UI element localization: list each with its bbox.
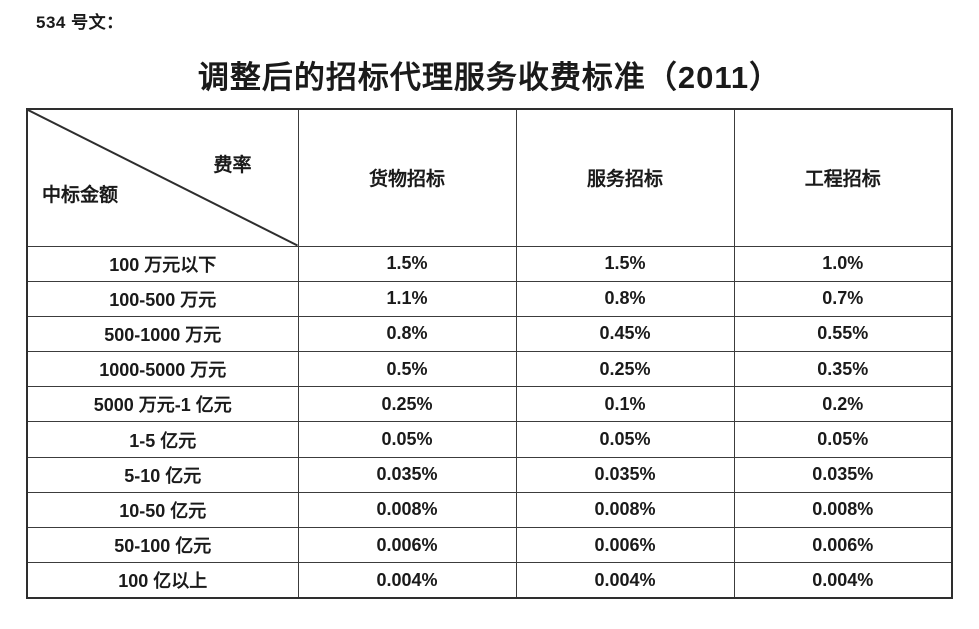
rate-cell: 0.008% [297, 491, 517, 529]
rate-cell: 0.008% [733, 491, 953, 529]
rate-cell: 0.2% [733, 386, 953, 423]
amount-range-cell: 500-1000 万元 [26, 315, 299, 353]
rate-cell: 0.5% [297, 351, 517, 388]
table-row: 5-10 亿元 0.035% 0.035% 0.035% [26, 456, 953, 493]
rate-cell: 0.004% [297, 562, 517, 599]
rate-cell: 0.05% [733, 421, 953, 458]
rate-cell: 0.55% [733, 315, 953, 353]
column-header-service: 服务招标 [515, 108, 735, 247]
amount-range-cell: 10-50 亿元 [26, 491, 299, 529]
amount-range-cell: 1-5 亿元 [26, 421, 299, 458]
table-row: 50-100 亿元 0.006% 0.006% 0.006% [26, 526, 953, 564]
amount-range-cell: 1000-5000 万元 [26, 351, 299, 388]
rate-cell: 0.006% [733, 526, 953, 564]
rate-cell: 1.5% [515, 245, 735, 282]
rate-cell: 0.45% [515, 315, 735, 353]
amount-range-cell: 100-500 万元 [26, 280, 299, 317]
column-header-engineering: 工程招标 [733, 108, 953, 247]
table-row: 10-50 亿元 0.008% 0.008% 0.008% [26, 491, 953, 529]
rate-cell: 0.006% [297, 526, 517, 564]
amount-range-cell: 5-10 亿元 [26, 456, 299, 493]
rate-cell: 0.25% [515, 351, 735, 388]
rate-cell: 0.25% [297, 386, 517, 423]
table-row: 500-1000 万元 0.8% 0.45% 0.55% [26, 315, 953, 353]
table-row: 100 万元以下 1.5% 1.5% 1.0% [26, 245, 953, 282]
rate-cell: 0.035% [297, 456, 517, 493]
rate-cell: 0.008% [515, 491, 735, 529]
rate-cell: 0.006% [515, 526, 735, 564]
rate-cell: 1.0% [733, 245, 953, 282]
amount-range-cell: 100 万元以下 [26, 245, 299, 282]
corner-label-rate: 费率 [213, 155, 252, 176]
amount-range-cell: 100 亿以上 [26, 562, 299, 599]
amount-range-cell: 5000 万元-1 亿元 [26, 386, 299, 423]
table-row: 100 亿以上 0.004% 0.004% 0.004% [26, 562, 953, 599]
rate-cell: 0.8% [297, 315, 517, 353]
rate-cell: 0.004% [733, 562, 953, 599]
table-row: 1000-5000 万元 0.5% 0.25% 0.35% [26, 351, 953, 388]
rate-cell: 0.05% [297, 421, 517, 458]
rate-cell: 0.035% [515, 456, 735, 493]
rate-cell: 0.8% [515, 280, 735, 317]
table-row: 5000 万元-1 亿元 0.25% 0.1% 0.2% [26, 386, 953, 423]
diagonal-divider-line [28, 110, 298, 246]
table-corner-cell: 费率 中标金额 [26, 108, 299, 247]
page-title: 调整后的招标代理服务收费标准（2011） [197, 60, 782, 95]
table-row: 1-5 亿元 0.05% 0.05% 0.05% [26, 421, 953, 458]
amount-range-cell: 50-100 亿元 [26, 526, 299, 564]
rate-cell: 0.7% [733, 280, 953, 317]
column-header-goods: 货物招标 [297, 108, 517, 247]
doc-number-label: 534 号文： [36, 13, 124, 32]
rate-cell: 0.035% [733, 456, 953, 493]
header-row: 费率 中标金额 货物招标 服务招标 工程招标 [26, 108, 953, 247]
rate-cell: 0.004% [515, 562, 735, 599]
fee-rate-table: 费率 中标金额 货物招标 服务招标 工程招标 100 万元以下 1.5% 1.5… [26, 108, 953, 599]
rate-cell: 0.05% [515, 421, 735, 458]
rate-cell: 1.1% [297, 280, 517, 317]
rate-cell: 0.1% [515, 386, 735, 423]
rate-cell: 0.35% [733, 351, 953, 388]
table-row: 100-500 万元 1.1% 0.8% 0.7% [26, 280, 953, 317]
rate-cell: 1.5% [297, 245, 517, 282]
corner-label-amount: 中标金额 [42, 185, 119, 206]
